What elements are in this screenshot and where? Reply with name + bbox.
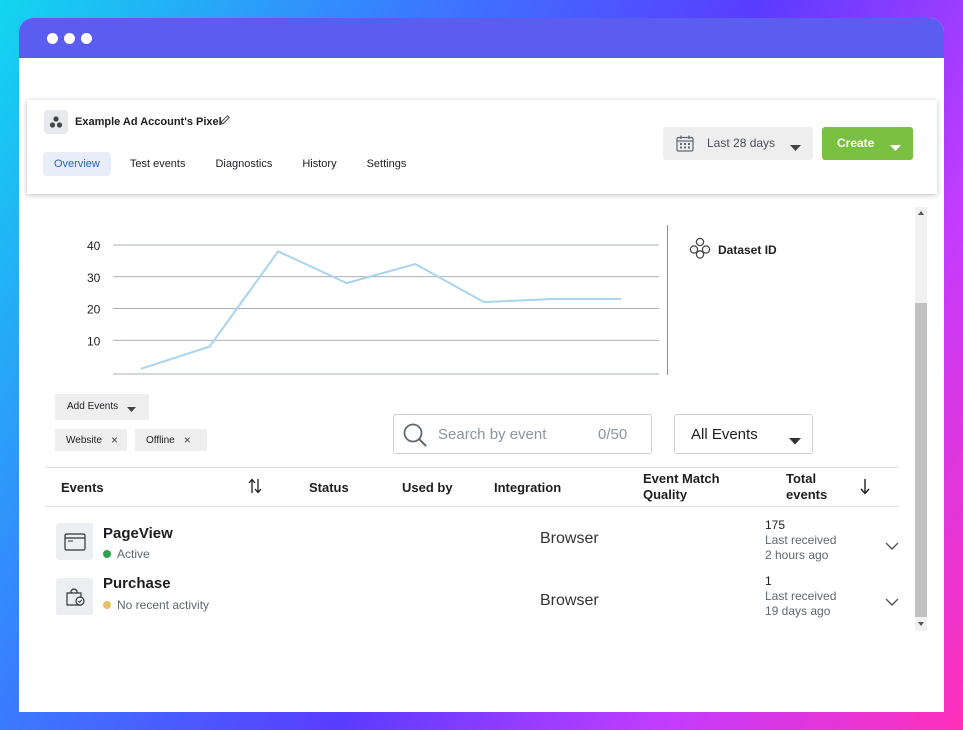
create-button[interactable]: Create xyxy=(822,127,913,160)
event-filter-label: All Events xyxy=(691,426,758,443)
tab-history[interactable]: History xyxy=(302,158,337,170)
tab-overview[interactable]: Overview xyxy=(43,152,111,176)
event-status: No recent activity xyxy=(103,598,209,612)
event-filter-dropdown[interactable]: All Events xyxy=(674,414,813,454)
browser-window-icon xyxy=(56,523,93,560)
chip-label: Website xyxy=(66,434,102,446)
shopping-bag-icon xyxy=(56,578,93,615)
chart-divider xyxy=(667,225,668,375)
tab-settings[interactable]: Settings xyxy=(366,158,407,170)
close-icon[interactable]: × xyxy=(110,433,118,447)
chip-label: Offline xyxy=(146,434,175,446)
filter-chip-website[interactable]: Website × xyxy=(55,429,127,451)
close-icon[interactable]: × xyxy=(183,433,191,447)
col-used-by[interactable]: Used by xyxy=(402,480,453,495)
event-last-received-label: Last received xyxy=(765,533,837,547)
status-dot-active xyxy=(103,550,111,558)
chevron-down-icon xyxy=(789,432,801,449)
col-event-match-quality-line1[interactable]: Event Match xyxy=(643,471,720,486)
dataset-label: Dataset ID xyxy=(718,242,777,257)
chart-series-line xyxy=(140,250,621,370)
chart-y-tick-label: 10 xyxy=(87,334,101,348)
event-name[interactable]: PageView xyxy=(103,525,173,542)
sort-down-arrow-icon[interactable] xyxy=(860,478,870,498)
chart-y-tick-label: 40 xyxy=(87,239,101,253)
scroll-thumb[interactable] xyxy=(915,303,927,617)
search-input[interactable]: Search by event 0/50 xyxy=(393,414,652,454)
dataset-icon xyxy=(689,237,711,262)
window-dot-icon xyxy=(47,32,58,44)
pixel-name: Example Ad Account's Pixel xyxy=(75,116,222,128)
event-total: 1 Last received 19 days ago xyxy=(765,574,836,619)
events-line-chart: 40302010Dec 13Dec 27Dec 28Dec 29Dec 30De… xyxy=(59,216,659,399)
chart-svg: 40302010Dec 13Dec 27Dec 28Dec 29Dec 30De… xyxy=(87,239,659,399)
tab-bar: Overview Test events Diagnostics History… xyxy=(43,152,423,176)
chart-y-tick-label: 30 xyxy=(87,271,101,285)
scroll-down-arrow-icon[interactable] xyxy=(918,622,924,626)
event-name[interactable]: Purchase xyxy=(103,575,171,592)
tab-diagnostics[interactable]: Diagnostics xyxy=(215,158,273,170)
sort-icon[interactable] xyxy=(248,478,262,497)
event-total: 175 Last received 2 hours ago xyxy=(765,518,836,563)
date-range-label: Last 28 days xyxy=(707,136,776,150)
event-status-label: Active xyxy=(117,547,150,561)
dataset-id: Dataset ID xyxy=(689,237,777,262)
event-status-label: No recent activity xyxy=(117,598,210,612)
pixel-header: Example Ad Account's Pixel Overview Test… xyxy=(27,100,937,194)
event-last-received-ago: 2 hours ago xyxy=(765,548,829,562)
chevron-down-icon xyxy=(890,141,901,155)
table-row[interactable]: PageView Active Browser 175 Last receive… xyxy=(45,518,899,568)
date-range-dropdown[interactable]: Last 28 days xyxy=(663,127,813,160)
chevron-down-icon[interactable] xyxy=(885,593,899,611)
calendar-icon xyxy=(676,135,694,155)
window-titlebar xyxy=(19,18,944,58)
col-events[interactable]: Events xyxy=(61,480,104,495)
add-events-dropdown[interactable]: Add Events xyxy=(55,394,149,420)
tab-test-events[interactable]: Test events xyxy=(129,158,186,170)
scrollbar[interactable] xyxy=(915,207,927,631)
search-placeholder: Search by event xyxy=(438,426,547,443)
create-button-label: Create xyxy=(837,136,875,150)
chart-y-tick-label: 20 xyxy=(87,303,101,317)
col-total-events-line2[interactable]: events xyxy=(786,487,828,502)
events-table-header: Events Status Used by Integration Event … xyxy=(45,467,899,507)
chevron-down-icon[interactable] xyxy=(885,537,899,555)
event-last-received-ago: 19 days ago xyxy=(765,604,831,618)
status-dot-inactive xyxy=(103,601,111,609)
event-status: Active xyxy=(103,547,150,561)
window-dot-icon xyxy=(64,32,75,44)
col-event-match-quality-line2[interactable]: Quality xyxy=(643,487,688,502)
event-total-count: 1 xyxy=(765,574,772,588)
search-icon xyxy=(402,422,428,452)
chevron-down-icon xyxy=(790,141,801,155)
col-total-events-line1[interactable]: Total xyxy=(786,471,817,486)
edit-pencil-icon[interactable] xyxy=(219,113,233,127)
col-integration[interactable]: Integration xyxy=(494,480,562,495)
search-char-count: 0/50 xyxy=(598,426,628,443)
chevron-down-icon xyxy=(127,405,136,416)
add-events-label: Add Events xyxy=(67,401,119,412)
browser-window: Example Ad Account's Pixel Overview Test… xyxy=(19,18,944,712)
table-row[interactable]: Purchase No recent activity Browser 1 La… xyxy=(45,574,899,624)
window-dot-icon xyxy=(81,32,92,44)
event-total-count: 175 xyxy=(765,518,786,532)
filter-chip-offline[interactable]: Offline × xyxy=(135,429,207,451)
pixel-icon xyxy=(44,110,68,134)
event-last-received-label: Last received xyxy=(765,589,837,603)
scroll-up-arrow-icon[interactable] xyxy=(918,211,924,215)
event-integration: Browser xyxy=(540,592,599,609)
event-integration: Browser xyxy=(540,530,599,547)
col-status[interactable]: Status xyxy=(309,480,349,495)
